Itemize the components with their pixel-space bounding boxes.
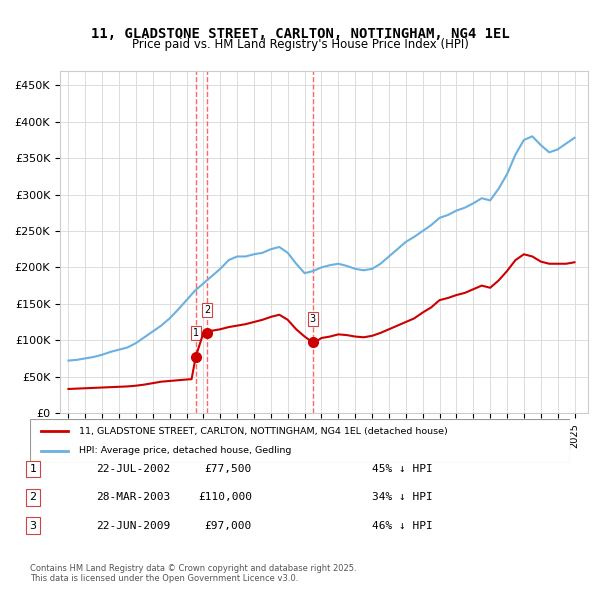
- Text: 2: 2: [29, 493, 37, 502]
- Text: 22-JUL-2002: 22-JUL-2002: [96, 464, 170, 474]
- FancyBboxPatch shape: [30, 419, 570, 463]
- Text: 46% ↓ HPI: 46% ↓ HPI: [372, 521, 433, 530]
- Text: 45% ↓ HPI: 45% ↓ HPI: [372, 464, 433, 474]
- Text: 1: 1: [29, 464, 37, 474]
- Text: 34% ↓ HPI: 34% ↓ HPI: [372, 493, 433, 502]
- Text: 1: 1: [193, 329, 199, 339]
- Text: Contains HM Land Registry data © Crown copyright and database right 2025.
This d: Contains HM Land Registry data © Crown c…: [30, 563, 356, 583]
- Text: 22-JUN-2009: 22-JUN-2009: [96, 521, 170, 530]
- Text: £97,000: £97,000: [205, 521, 252, 530]
- Text: HPI: Average price, detached house, Gedling: HPI: Average price, detached house, Gedl…: [79, 446, 291, 455]
- Text: 3: 3: [29, 521, 37, 530]
- Text: £110,000: £110,000: [198, 493, 252, 502]
- Text: Price paid vs. HM Land Registry's House Price Index (HPI): Price paid vs. HM Land Registry's House …: [131, 38, 469, 51]
- Text: 28-MAR-2003: 28-MAR-2003: [96, 493, 170, 502]
- Text: 11, GLADSTONE STREET, CARLTON, NOTTINGHAM, NG4 1EL (detached house): 11, GLADSTONE STREET, CARLTON, NOTTINGHA…: [79, 427, 448, 436]
- Text: £77,500: £77,500: [205, 464, 252, 474]
- Text: 2: 2: [204, 304, 211, 314]
- Text: 3: 3: [310, 314, 316, 324]
- Text: 11, GLADSTONE STREET, CARLTON, NOTTINGHAM, NG4 1EL: 11, GLADSTONE STREET, CARLTON, NOTTINGHA…: [91, 27, 509, 41]
